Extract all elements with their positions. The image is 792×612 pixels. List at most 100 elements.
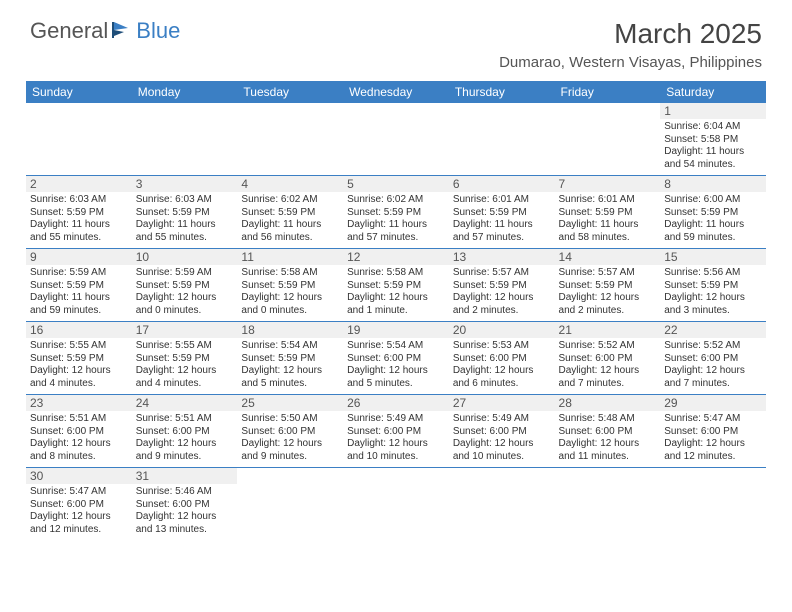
sunrise-line: Sunrise: 5:50 AM	[241, 413, 339, 426]
flag-icon	[110, 20, 134, 43]
calendar-cell: 7 Sunrise: 6:01 AMSunset: 5:59 PMDaylight…	[555, 176, 661, 249]
sunset-line: Sunset: 6:00 PM	[136, 426, 234, 439]
sunset-line: Sunset: 6:00 PM	[664, 426, 762, 439]
sunrise-line: Sunrise: 5:56 AM	[664, 267, 762, 280]
calendar-cell: 28 Sunrise: 5:48 AMSunset: 6:00 PMDayligh…	[555, 395, 661, 468]
sunrise-line: Sunrise: 5:51 AM	[136, 413, 234, 426]
calendar-cell-empty	[237, 468, 343, 541]
day-number: 28	[555, 395, 661, 411]
location-subtitle: Dumarao, Western Visayas, Philippines	[499, 54, 762, 71]
sunrise-line: Sunrise: 5:54 AM	[241, 340, 339, 353]
day-details: Sunrise: 5:59 AMSunset: 5:59 PMDaylight:…	[136, 267, 234, 317]
day-number: 18	[237, 322, 343, 338]
sunrise-line: Sunrise: 5:57 AM	[453, 267, 551, 280]
day-number: 8	[660, 176, 766, 192]
calendar-cell: 17Sunrise: 5:55 AMSunset: 5:59 PMDayligh…	[132, 322, 238, 395]
sunset-line: Sunset: 6:00 PM	[136, 499, 234, 512]
day-number: 1	[660, 103, 766, 119]
sunset-line: Sunset: 5:59 PM	[30, 207, 128, 220]
sunset-line: Sunset: 5:58 PM	[664, 134, 762, 147]
daylight-line: Daylight: 12 hours and 13 minutes.	[136, 511, 234, 536]
day-details: Sunrise: 5:53 AMSunset: 6:00 PMDaylight:…	[453, 340, 551, 390]
sunset-line: Sunset: 6:00 PM	[30, 426, 128, 439]
daylight-line: Daylight: 12 hours and 9 minutes.	[241, 438, 339, 463]
sunrise-line: Sunrise: 5:53 AM	[453, 340, 551, 353]
day-number: 19	[343, 322, 449, 338]
sunrise-line: Sunrise: 5:51 AM	[30, 413, 128, 426]
sunrise-line: Sunrise: 5:55 AM	[30, 340, 128, 353]
calendar-cell: 3Sunrise: 6:03 AMSunset: 5:59 PMDaylight…	[132, 176, 238, 249]
logo: General Blue	[30, 18, 180, 44]
calendar-cell: 11Sunrise: 5:58 AMSunset: 5:59 PMDayligh…	[237, 249, 343, 322]
day-number: 12	[343, 249, 449, 265]
day-number: 7	[555, 176, 661, 192]
day-number: 21	[555, 322, 661, 338]
day-number: 24	[132, 395, 238, 411]
calendar-cell-empty	[132, 103, 238, 176]
day-details: Sunrise: 5:48 AMSunset: 6:00 PMDaylight:…	[559, 413, 657, 463]
daylight-line: Daylight: 12 hours and 11 minutes.	[559, 438, 657, 463]
daylight-line: Daylight: 12 hours and 1 minute.	[347, 292, 445, 317]
calendar-cell: 20Sunrise: 5:53 AMSunset: 6:00 PMDayligh…	[449, 322, 555, 395]
title-block: March 2025 Dumarao, Western Visayas, Phi…	[499, 18, 762, 71]
calendar-cell: 2Sunrise: 6:03 AMSunset: 5:59 PMDaylight…	[26, 176, 132, 249]
day-number: 16	[26, 322, 132, 338]
day-number: 4	[237, 176, 343, 192]
calendar-cell: 14Sunrise: 5:57 AMSunset: 5:59 PMDayligh…	[555, 249, 661, 322]
logo-text-blue: Blue	[136, 18, 180, 44]
calendar-cell: 25Sunrise: 5:50 AMSunset: 6:00 PMDayligh…	[237, 395, 343, 468]
day-details: Sunrise: 6:03 AMSunset: 5:59 PMDaylight:…	[136, 194, 234, 244]
calendar-row: 1 Sunrise: 6:04 AMSunset: 5:58 PMDaylight…	[26, 103, 766, 176]
sunset-line: Sunset: 6:00 PM	[347, 426, 445, 439]
header: General Blue March 2025 Dumarao, Western…	[0, 0, 792, 77]
weekday-header: Friday	[555, 81, 661, 103]
daylight-line: Daylight: 12 hours and 12 minutes.	[30, 511, 128, 536]
sunset-line: Sunset: 6:00 PM	[453, 426, 551, 439]
calendar-cell-empty	[449, 103, 555, 176]
day-details: Sunrise: 6:04 AMSunset: 5:58 PMDaylight:…	[664, 121, 762, 171]
day-details: Sunrise: 5:46 AMSunset: 6:00 PMDaylight:…	[136, 486, 234, 536]
calendar-cell: 12Sunrise: 5:58 AMSunset: 5:59 PMDayligh…	[343, 249, 449, 322]
calendar-row: 9Sunrise: 5:59 AMSunset: 5:59 PMDaylight…	[26, 249, 766, 322]
sunset-line: Sunset: 5:59 PM	[347, 280, 445, 293]
sunset-line: Sunset: 5:59 PM	[241, 207, 339, 220]
day-number: 6	[449, 176, 555, 192]
day-number: 2	[26, 176, 132, 192]
daylight-line: Daylight: 12 hours and 10 minutes.	[347, 438, 445, 463]
daylight-line: Daylight: 12 hours and 0 minutes.	[136, 292, 234, 317]
day-number: 14	[555, 249, 661, 265]
day-details: Sunrise: 5:57 AMSunset: 5:59 PMDaylight:…	[453, 267, 551, 317]
day-details: Sunrise: 5:55 AMSunset: 5:59 PMDaylight:…	[30, 340, 128, 390]
calendar-cell: 8Sunrise: 6:00 AMSunset: 5:59 PMDaylight…	[660, 176, 766, 249]
sunrise-line: Sunrise: 5:57 AM	[559, 267, 657, 280]
daylight-line: Daylight: 11 hours and 57 minutes.	[453, 219, 551, 244]
day-number: 9	[26, 249, 132, 265]
calendar-cell: 13Sunrise: 5:57 AMSunset: 5:59 PMDayligh…	[449, 249, 555, 322]
daylight-line: Daylight: 11 hours and 55 minutes.	[136, 219, 234, 244]
weekday-header: Tuesday	[237, 81, 343, 103]
calendar-cell: 16 Sunrise: 5:55 AMSunset: 5:59 PMDayligh…	[26, 322, 132, 395]
day-details: Sunrise: 5:54 AMSunset: 5:59 PMDaylight:…	[241, 340, 339, 390]
daylight-line: Daylight: 12 hours and 10 minutes.	[453, 438, 551, 463]
calendar-cell: 30Sunrise: 5:47 AMSunset: 6:00 PMDayligh…	[26, 468, 132, 541]
sunrise-line: Sunrise: 5:59 AM	[136, 267, 234, 280]
sunrise-line: Sunrise: 6:01 AM	[559, 194, 657, 207]
daylight-line: Daylight: 12 hours and 5 minutes.	[347, 365, 445, 390]
calendar-table: Sunday Monday Tuesday Wednesday Thursday…	[26, 81, 766, 540]
daylight-line: Daylight: 11 hours and 55 minutes.	[30, 219, 128, 244]
day-details: Sunrise: 6:01 AMSunset: 5:59 PMDaylight:…	[559, 194, 657, 244]
day-number: 26	[343, 395, 449, 411]
calendar-cell: 22Sunrise: 5:52 AMSunset: 6:00 PMDayligh…	[660, 322, 766, 395]
sunrise-line: Sunrise: 6:02 AM	[241, 194, 339, 207]
calendar-cell: 15Sunrise: 5:56 AMSunset: 5:59 PMDayligh…	[660, 249, 766, 322]
sunset-line: Sunset: 5:59 PM	[136, 280, 234, 293]
weekday-header: Thursday	[449, 81, 555, 103]
sunrise-line: Sunrise: 5:52 AM	[664, 340, 762, 353]
daylight-line: Daylight: 11 hours and 58 minutes.	[559, 219, 657, 244]
calendar-cell-empty	[26, 103, 132, 176]
calendar-cell: 27Sunrise: 5:49 AMSunset: 6:00 PMDayligh…	[449, 395, 555, 468]
sunrise-line: Sunrise: 6:01 AM	[453, 194, 551, 207]
daylight-line: Daylight: 12 hours and 7 minutes.	[664, 365, 762, 390]
sunset-line: Sunset: 6:00 PM	[453, 353, 551, 366]
sunset-line: Sunset: 6:00 PM	[347, 353, 445, 366]
